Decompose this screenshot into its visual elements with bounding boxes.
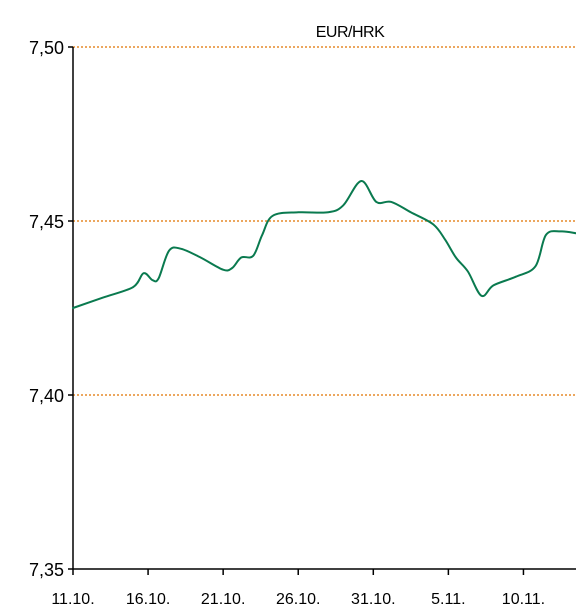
series-line [72,180,576,309]
x-tick-label: 5.11. [431,591,465,606]
x-tick-label: 21.10. [201,591,245,606]
x-tick-label: 10.11. [502,591,545,606]
x-tick-label: 11.10. [51,591,94,606]
y-tick-label: 7,45 [29,212,64,232]
x-axis-ticks: 11.10. 16.10. 21.10. 26.10. 31.10. 5.11. 10.11… [51,569,545,606]
grid-lines [73,46,576,396]
y-tick-label: 7,40 [29,386,64,406]
y-axis-ticks: 7,35 7,40 7,45 7,50 [29,38,73,580]
y-tick-label: 7,35 [29,560,64,580]
series-group [72,180,576,309]
x-tick-label: 31.10. [351,591,395,606]
y-tick-label: 7,50 [29,38,64,58]
x-tick-label: 16.10. [126,591,170,606]
chart-title: EUR/HRK [316,24,385,41]
axes [72,47,576,570]
x-tick-label: 26.10. [276,591,320,606]
